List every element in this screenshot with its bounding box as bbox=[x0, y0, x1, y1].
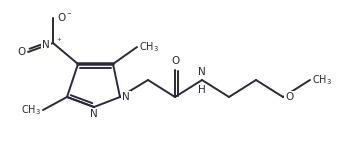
Text: CH$_3$: CH$_3$ bbox=[139, 40, 159, 54]
Text: N: N bbox=[122, 92, 130, 102]
Text: H: H bbox=[198, 85, 206, 95]
Text: O: O bbox=[171, 56, 179, 66]
Text: $^-$: $^-$ bbox=[65, 10, 72, 19]
Text: N: N bbox=[42, 40, 50, 50]
Text: O: O bbox=[57, 13, 65, 23]
Text: O: O bbox=[285, 92, 293, 102]
Text: $^+$: $^+$ bbox=[55, 36, 62, 46]
Text: O: O bbox=[18, 47, 26, 57]
Text: N: N bbox=[90, 109, 98, 119]
Text: CH$_3$: CH$_3$ bbox=[21, 103, 41, 117]
Text: CH$_3$: CH$_3$ bbox=[312, 73, 332, 87]
Text: N: N bbox=[198, 67, 206, 77]
